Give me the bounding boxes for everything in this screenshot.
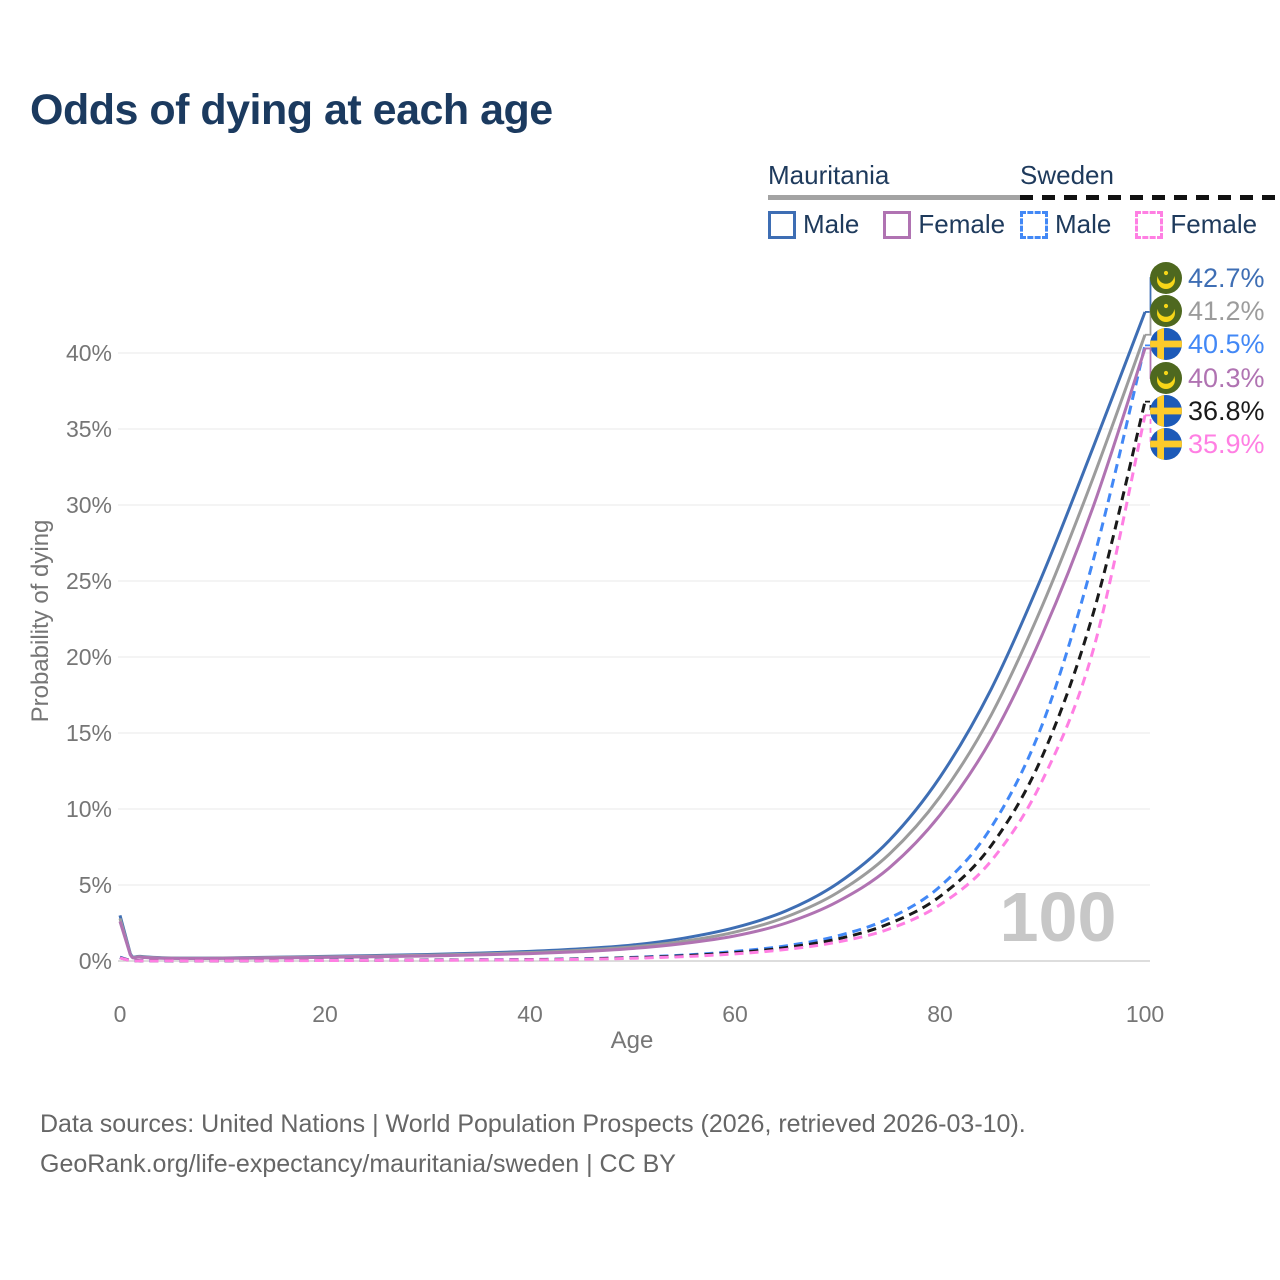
y-tick-label: 10%	[66, 796, 112, 822]
end-value-label-mauritania-both: 41.2%	[1188, 296, 1265, 326]
legend-swatch-mauritania-male[interactable]	[768, 210, 796, 239]
legend-row-mauritania: Male Female	[768, 209, 1029, 240]
legend-label-mauritania-female[interactable]: Female	[918, 209, 1006, 239]
y-tick-label: 15%	[66, 720, 112, 746]
page-title: Odds of dying at each age	[30, 86, 553, 134]
x-tick-label: 80	[927, 1001, 953, 1027]
y-tick-label: 25%	[66, 568, 112, 594]
sweden-flag-icon	[1150, 428, 1182, 460]
source-line-1: Data sources: United Nations | World Pop…	[40, 1110, 1026, 1138]
source-line-2: GeoRank.org/life-expectancy/mauritania/s…	[40, 1150, 676, 1178]
end-value-label-mauritania-male: 42.7%	[1188, 263, 1265, 293]
legend-swatch-sweden-male[interactable]	[1020, 210, 1048, 239]
end-value-label-mauritania-female: 40.3%	[1188, 363, 1265, 393]
series-lines	[118, 311, 1147, 963]
x-tick-label: 20	[312, 1001, 338, 1027]
y-tick-label: 0%	[79, 948, 112, 974]
y-tick-label: 20%	[66, 644, 112, 670]
legend-label-mauritania-male[interactable]: Male	[803, 209, 860, 239]
series-line-sweden-female[interactable]	[119, 414, 1147, 963]
x-tick-label: 60	[722, 1001, 748, 1027]
end-labels: 42.7%41.2%40.5% 40.3%36.8%35.9%	[1145, 262, 1265, 460]
y-tick-label: 40%	[66, 340, 112, 366]
legend-country-mauritania[interactable]: Mauritania	[768, 160, 890, 190]
hover-age-watermark: 100	[1000, 878, 1117, 956]
y-tick-label: 35%	[66, 416, 112, 442]
x-tick-label: 40	[517, 1001, 543, 1027]
end-value-label-sweden-both: 36.8%	[1188, 396, 1265, 426]
legend-underline-sweden	[1020, 195, 1280, 200]
series-line-mauritania-male[interactable]	[118, 311, 1147, 960]
legend-label-sweden-female[interactable]: Female	[1170, 209, 1258, 239]
x-tick-label: 100	[1126, 1001, 1164, 1027]
series-line-sweden-male[interactable]	[119, 345, 1147, 963]
legend-group-sweden: Sweden Male Female	[1020, 160, 1280, 240]
legend-swatch-mauritania-female[interactable]	[883, 210, 912, 239]
sweden-flag-icon	[1150, 328, 1182, 360]
legend-row-sweden: Male Female	[1020, 209, 1280, 240]
end-value-label-sweden-male: 40.5%	[1188, 329, 1265, 359]
legend-country-sweden[interactable]: Sweden	[1020, 160, 1114, 190]
sweden-flag-icon	[1150, 395, 1182, 427]
y-axis-title: Probability of dying	[27, 520, 54, 723]
series-line-sweden-both[interactable]	[119, 401, 1147, 963]
x-tick-label: 0	[114, 1001, 127, 1027]
end-value-label-sweden-female: 35.9%	[1188, 429, 1265, 459]
y-tick-label: 5%	[79, 872, 112, 898]
series-line-mauritania-both[interactable]	[118, 334, 1147, 960]
legend-swatch-sweden-female[interactable]	[1135, 210, 1164, 239]
mauritania-flag-icon	[1150, 362, 1182, 394]
legend-label-sweden-male[interactable]: Male	[1055, 209, 1112, 239]
axis-ticks: 0% 5% 10% 15% 20% 25% 30% 35% 40% 0 20 40 60 80 100	[66, 340, 1164, 1027]
gridlines	[118, 352, 1150, 962]
y-tick-label: 30%	[66, 492, 112, 518]
mauritania-flag-icon	[1150, 295, 1182, 327]
series-line-mauritania-female[interactable]	[118, 347, 1147, 961]
legend-group-mauritania: Mauritania Male Female	[768, 160, 1030, 240]
mauritania-flag-icon	[1150, 262, 1182, 294]
x-axis-title: Age	[611, 1027, 654, 1054]
legend-underline-mauritania	[768, 195, 1030, 200]
data-sources: Data sources: United Nations | World Pop…	[40, 1104, 1026, 1184]
